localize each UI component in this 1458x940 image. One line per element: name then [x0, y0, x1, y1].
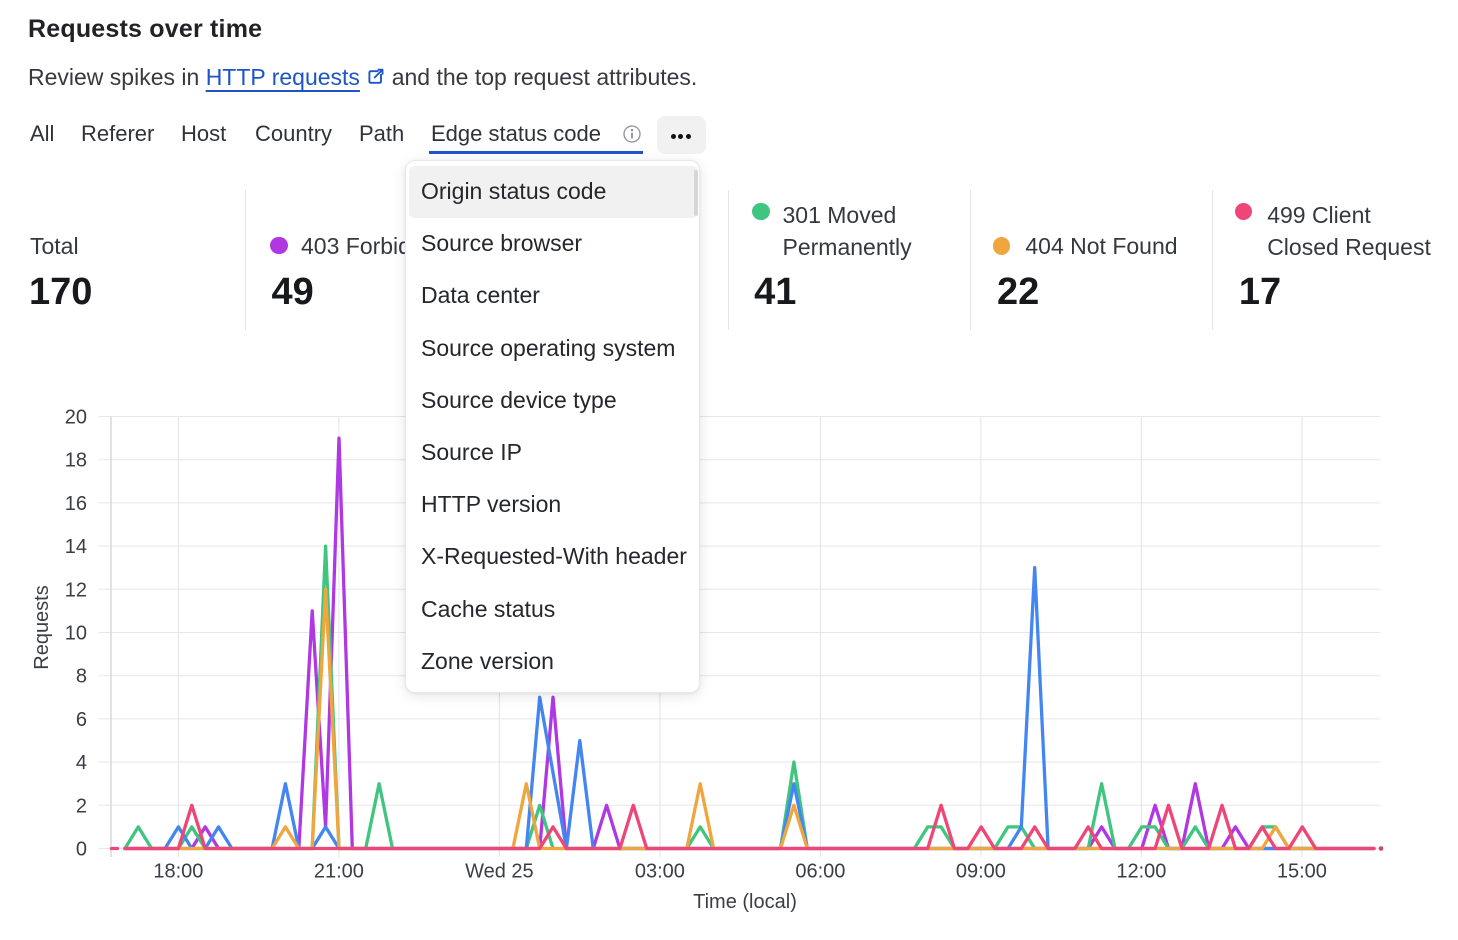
svg-text:6: 6 — [76, 709, 87, 731]
svg-text:21:00: 21:00 — [314, 861, 364, 883]
svg-text:09:00: 09:00 — [956, 861, 1006, 883]
svg-text:16: 16 — [65, 493, 87, 515]
svg-text:Requests: Requests — [31, 585, 53, 670]
svg-text:06:00: 06:00 — [795, 861, 845, 883]
svg-text:8: 8 — [76, 666, 87, 688]
svg-text:12: 12 — [65, 579, 87, 601]
svg-text:Time (local): Time (local) — [693, 891, 797, 913]
svg-text:4: 4 — [76, 752, 87, 774]
svg-text:Wed 25: Wed 25 — [465, 861, 534, 883]
svg-text:14: 14 — [65, 536, 87, 558]
svg-text:03:00: 03:00 — [635, 861, 685, 883]
svg-text:15:00: 15:00 — [1277, 861, 1327, 883]
svg-text:0: 0 — [76, 839, 87, 861]
svg-text:20: 20 — [65, 407, 87, 429]
svg-text:18:00: 18:00 — [153, 861, 203, 883]
svg-text:10: 10 — [65, 623, 87, 645]
svg-text:2: 2 — [76, 795, 87, 817]
svg-text:12:00: 12:00 — [1116, 861, 1166, 883]
svg-text:18: 18 — [65, 450, 87, 472]
